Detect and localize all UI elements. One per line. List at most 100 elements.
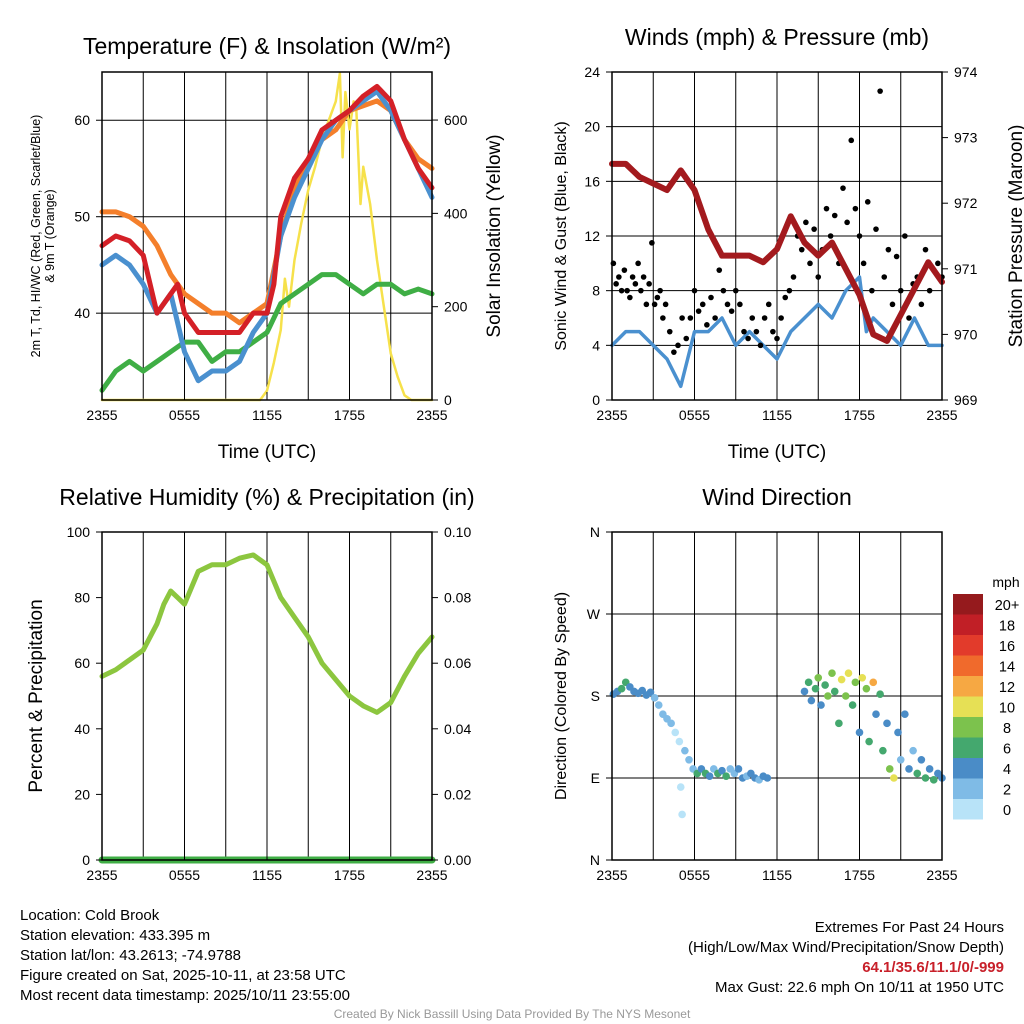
y2-tick-label: 400 [444, 205, 468, 221]
y-tick-label: N [590, 852, 600, 868]
colorbar-swatch [953, 799, 983, 820]
station-pressure-line [609, 160, 945, 344]
gust-point [638, 287, 644, 294]
gust-point [699, 301, 706, 308]
x-axis-label: Time (UTC) [728, 442, 827, 463]
x-tick-label: 1155 [252, 867, 282, 883]
direction-point [821, 681, 829, 689]
y2-axis-label: Solar Insolation (Yellow) [484, 134, 505, 337]
speed-colorbar [953, 594, 983, 820]
chart-title: Wind Direction [702, 484, 852, 510]
gust-point [671, 349, 677, 355]
gust-point [651, 301, 658, 308]
colorbar-label: 6 [1003, 742, 1011, 758]
gust-point [831, 212, 838, 219]
y2-tick-label: 0.04 [444, 721, 471, 737]
gust-point [646, 281, 652, 287]
y-tick-label: 50 [74, 209, 90, 225]
gust-point [757, 342, 764, 349]
gust-point [889, 301, 896, 308]
gust-point [807, 260, 813, 267]
direction-point [617, 684, 626, 693]
gust-point [687, 315, 694, 321]
extremes-legend: (High/Low/Max Wind/Precipitation/Snow De… [688, 939, 1004, 956]
chart-title: Relative Humidity (%) & Precipitation (i… [59, 484, 474, 510]
x-tick-label: 0555 [169, 867, 200, 883]
gust-point [823, 205, 830, 212]
x-tick-label: 2355 [86, 407, 117, 423]
gust-point [720, 287, 727, 294]
gust-point [926, 287, 933, 294]
sonic-wind-line [610, 275, 944, 389]
direction-point [800, 687, 809, 696]
direction-point [646, 688, 655, 697]
gust-point [640, 274, 647, 280]
chart-title: Temperature (F) & Insolation (W/m²) [83, 33, 451, 59]
y2-tick-label: 972 [954, 195, 978, 211]
colorbar-label: 14 [999, 660, 1015, 676]
colorbar-label: 2 [1003, 783, 1011, 799]
extremes-values: 64.1/35.6/11.1/0/-999 [862, 959, 1004, 976]
colorbar-label: 20+ [995, 598, 1020, 614]
max-gust-text: Max Gust: 22.6 mph On 10/11 at 1950 UTC [714, 979, 1004, 996]
y2-tick-label: 0.10 [444, 524, 471, 540]
direction-point [848, 701, 857, 709]
direction-point [817, 701, 825, 709]
x-tick-label: 0555 [169, 407, 200, 423]
x-tick-label: 1155 [252, 407, 282, 423]
gust-point [662, 301, 669, 308]
direction-point [722, 772, 730, 780]
colorbar-label: 12 [999, 680, 1015, 696]
y-tick-label: E [591, 770, 600, 786]
gust-point [918, 301, 925, 308]
gust-point [635, 260, 641, 267]
y-tick-label: 20 [74, 786, 90, 802]
plot-area [609, 88, 945, 389]
gust-point [885, 246, 892, 253]
x-tick-label: 0555 [679, 407, 710, 423]
y2-axis-label: Station Pressure (Maroon) [1006, 125, 1024, 348]
gust-point [629, 274, 636, 280]
gust-point [749, 315, 756, 321]
x-tick-label: 0555 [679, 867, 710, 883]
timestamp-text: Most recent data timestamp: 2025/10/11 2… [20, 987, 350, 1004]
direction-point [913, 769, 922, 778]
gust-point [856, 233, 863, 239]
direction-point [865, 737, 873, 746]
gust-point [803, 219, 809, 226]
gust-point [675, 342, 681, 349]
direction-point [837, 675, 846, 684]
colorbar-label: 18 [999, 619, 1015, 635]
direction-point [734, 765, 743, 773]
direction-point [901, 710, 909, 719]
x-tick-label: 2355 [416, 867, 447, 883]
direction-point [807, 696, 816, 705]
gust-point [679, 315, 685, 321]
y-axis-label: & 9m T (Orange) [43, 189, 57, 282]
x-tick-label: 2355 [596, 867, 627, 883]
direction-point [811, 684, 820, 693]
gust-point [643, 301, 650, 308]
gust-point [815, 274, 822, 280]
y-axis-label: 2m T, Td, HI/WC (Red, Green, Scarlet/Blu… [29, 115, 43, 358]
gust-point [712, 315, 718, 321]
x-tick-label: 2355 [926, 407, 957, 423]
y-tick-label: 100 [67, 524, 91, 540]
gust-point [848, 137, 855, 144]
gust-point [774, 335, 780, 342]
gust-point [860, 260, 867, 267]
x-tick-label: 1755 [844, 867, 875, 883]
direction-point [675, 737, 684, 746]
gust-point [877, 88, 883, 94]
gust-point [922, 246, 929, 253]
created-text: Figure created on Sat, 2025-10-11, at 23… [20, 967, 346, 984]
gust-point [782, 294, 789, 301]
gust-point [737, 301, 743, 308]
gust-point [649, 240, 655, 246]
gust-point [627, 294, 633, 301]
x-tick-label: 2355 [416, 407, 447, 423]
direction-point [667, 719, 675, 728]
x-tick-label: 1155 [762, 867, 792, 883]
direction-point [763, 774, 772, 782]
